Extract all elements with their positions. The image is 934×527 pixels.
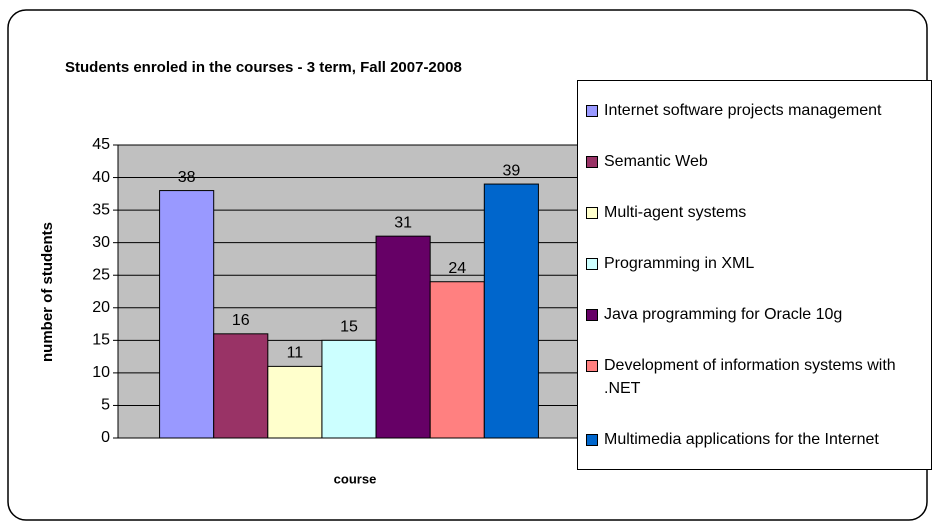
legend-label: Internet software projects management: [604, 102, 882, 119]
y-tick-label: 30: [92, 234, 110, 251]
bar: [213, 333, 269, 439]
data-label: 31: [394, 214, 412, 231]
y-tick-label: 35: [92, 201, 110, 218]
legend: Internet software projects management Se…: [577, 80, 932, 470]
bar: [375, 235, 431, 439]
data-label: 24: [448, 260, 466, 277]
legend-label: Multimedia applications for the Internet: [604, 431, 879, 448]
y-tick-label: 5: [101, 397, 110, 414]
data-label: 39: [502, 162, 520, 179]
data-label: 15: [340, 319, 358, 336]
bar: [321, 339, 377, 439]
legend-entry: Multimedia applications for the Internet: [578, 428, 931, 451]
legend-label: Semantic Web: [604, 153, 708, 170]
bar: [429, 281, 485, 439]
data-label: 16: [232, 312, 250, 329]
y-tick-label: 25: [92, 266, 110, 283]
y-tick-label: 0: [101, 429, 110, 446]
y-tick-label: 40: [92, 169, 110, 186]
data-label: 38: [178, 169, 196, 186]
y-tick-label: 45: [92, 136, 110, 153]
bar: [267, 365, 323, 439]
legend-swatch: [586, 360, 598, 372]
legend-entry: Internet software projects management: [578, 99, 931, 122]
y-tick-label: 10: [92, 364, 110, 381]
legend-swatch: [586, 258, 598, 270]
legend-swatch: [586, 309, 598, 321]
legend-label: Java programming for Oracle 10g: [604, 306, 843, 323]
legend-swatch: [586, 434, 598, 446]
legend-label: Multi-agent systems: [604, 204, 747, 221]
legend-entry: Programming in XML: [578, 252, 931, 275]
y-tick-label: 20: [92, 299, 110, 316]
data-label: 11: [287, 345, 304, 362]
legend-label: Programming in XML: [604, 255, 755, 272]
y-tick-label: 15: [92, 332, 110, 349]
bar: [159, 190, 215, 439]
y-axis-label: number of students: [39, 222, 56, 362]
chart-title: Students enroled in the courses - 3 term…: [65, 59, 462, 76]
legend-label: Development of information systems with …: [604, 357, 896, 397]
x-axis-label: course: [334, 471, 377, 486]
legend-swatch: [586, 105, 598, 117]
legend-swatch: [586, 156, 598, 168]
legend-entry: Multi-agent systems: [578, 201, 931, 224]
legend-entry: Semantic Web: [578, 150, 931, 173]
legend-entry: Java programming for Oracle 10g: [578, 303, 931, 326]
bar: [483, 183, 539, 439]
legend-swatch: [586, 207, 598, 219]
legend-entry: Development of information systems with …: [578, 354, 931, 400]
